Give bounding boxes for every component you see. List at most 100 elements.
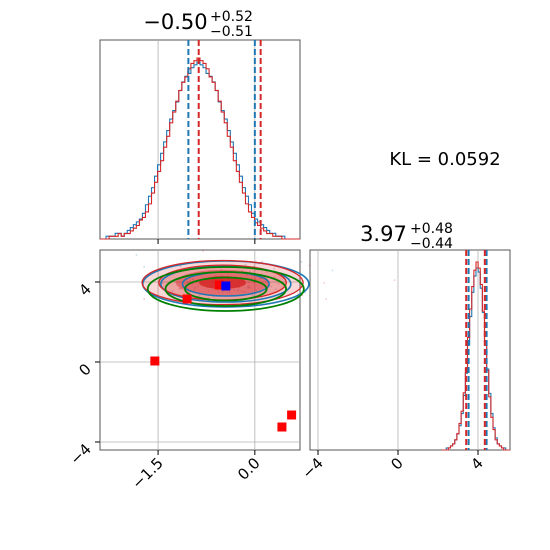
sample-point	[250, 277, 253, 280]
marker-red-4	[214, 280, 224, 290]
hist-param1-panel	[99, 39, 301, 240]
sample-point	[249, 286, 252, 289]
sample-point	[249, 270, 251, 272]
sample-point	[191, 278, 194, 281]
sample-point	[192, 278, 194, 281]
sample-point	[265, 270, 268, 273]
sample-point	[277, 282, 280, 285]
sample-point	[179, 265, 182, 268]
sample-point	[216, 289, 219, 291]
param1-minus: −0.51	[210, 24, 253, 40]
sample-point	[171, 290, 174, 292]
contour-line-a-1	[159, 265, 292, 303]
tick-label-param1-1: 0.0	[234, 454, 264, 484]
sample-point	[248, 284, 251, 287]
tick-label-joint-y-0: −4	[66, 440, 94, 468]
sample-point	[189, 279, 192, 282]
sample-point	[193, 288, 196, 291]
joint-frame	[99, 249, 301, 451]
contour-line-green-2	[184, 276, 268, 302]
sample-point	[193, 286, 196, 289]
sample-point	[246, 274, 248, 277]
marker-red-3	[277, 422, 287, 432]
param1-title: −0.50 +0.52 −0.51	[143, 6, 258, 40]
sample-point	[143, 266, 146, 268]
sample-point	[228, 291, 231, 294]
sample-point	[241, 269, 244, 272]
tick-label-param2-2: 4	[467, 454, 486, 473]
sample-point	[246, 286, 249, 288]
hist-param1-series-b	[100, 57, 300, 240]
param2-median: 3.97	[360, 222, 407, 246]
param1-median: −0.50	[143, 10, 207, 34]
sample-point	[273, 267, 276, 270]
hist-param2-series-b	[442, 261, 510, 451]
sample-point	[198, 294, 201, 297]
hist-param2-frame	[309, 249, 511, 451]
tick-label-param1-0: −1.5	[128, 454, 166, 492]
hist-param1-series-a	[100, 61, 300, 240]
sample-point	[270, 285, 272, 288]
sample-point	[247, 281, 250, 284]
sample-point	[244, 263, 247, 266]
tick-label-param2-0: −4	[298, 454, 326, 482]
hist-param2-series-a	[442, 267, 510, 451]
param2-title: 3.97 +0.48 −0.44	[360, 218, 458, 252]
sample-point	[255, 289, 258, 292]
sample-point	[242, 291, 245, 293]
sample-point	[247, 286, 250, 289]
sample-point	[143, 298, 146, 300]
sample-point	[220, 269, 223, 272]
sample-point	[178, 287, 181, 290]
sample-point	[243, 291, 246, 293]
tick-label-param2-1: 0	[387, 454, 406, 473]
sample-point	[247, 287, 250, 289]
marker-red-1	[182, 294, 192, 304]
sample-point	[261, 260, 264, 263]
sample-point	[300, 260, 303, 263]
contour-line-green-0	[146, 266, 305, 312]
sample-point	[308, 264, 311, 267]
sample-point	[218, 291, 221, 294]
sample-point	[212, 288, 214, 291]
sample-point	[184, 283, 186, 285]
sample-point	[233, 289, 236, 291]
sample-point	[202, 250, 205, 252]
sample-point	[197, 285, 199, 288]
sample-point	[186, 281, 189, 284]
contour-line-green-1	[164, 271, 288, 307]
joint-panel	[99, 249, 301, 451]
sample-point	[178, 282, 181, 284]
sample-point	[179, 287, 182, 290]
sample-point	[240, 290, 243, 293]
sample-point	[325, 298, 328, 300]
sample-point	[135, 253, 138, 256]
param1-plus: +0.52	[210, 9, 253, 25]
hist-param2-panel	[309, 249, 511, 451]
sample-point	[186, 281, 189, 284]
marker-red-0	[150, 356, 160, 366]
marker-red-2	[287, 410, 297, 420]
sample-point	[237, 289, 239, 292]
sample-point	[331, 269, 334, 272]
sample-point	[254, 278, 257, 281]
contour-line-b-0	[141, 259, 304, 306]
sample-point	[253, 281, 256, 284]
sample-point	[222, 291, 224, 293]
param2-plus: +0.48	[410, 221, 453, 237]
sample-point	[237, 289, 240, 291]
sample-point	[207, 290, 210, 292]
sample-point	[273, 276, 276, 279]
sample-point	[226, 291, 229, 294]
tick-label-joint-y-1: 0	[75, 360, 94, 379]
sample-point	[251, 294, 254, 296]
hist-param1-frame	[99, 39, 301, 240]
sample-point	[296, 292, 299, 295]
sample-point	[161, 282, 164, 284]
sample-point	[254, 278, 257, 281]
marker-blue-0	[221, 281, 231, 291]
tick-label-joint-y-2: 4	[75, 280, 94, 299]
sample-point	[323, 281, 326, 284]
kl-annotation: KL = 0.0592	[389, 149, 500, 170]
